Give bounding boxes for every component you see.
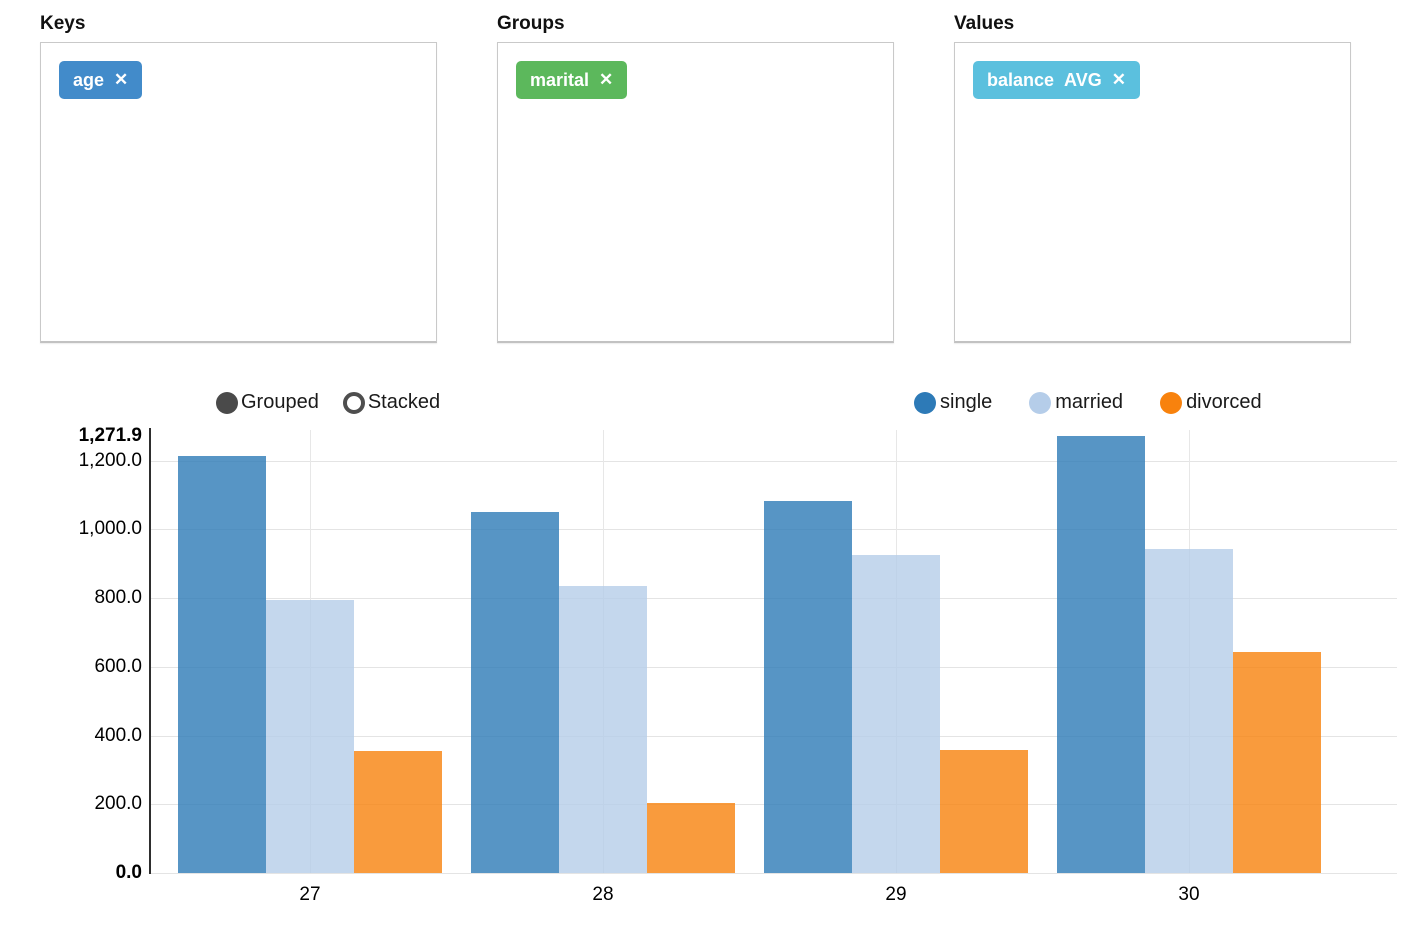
bar-divorced-30[interactable]: [1233, 652, 1321, 873]
legend-item-divorced[interactable]: divorced: [1160, 391, 1262, 414]
legend-item-label: divorced: [1186, 391, 1262, 413]
groups-panel-title: Groups: [497, 13, 565, 34]
stacked-toggle-label: Stacked: [367, 391, 441, 413]
values-drop-zone[interactable]: balance AVG ✕: [954, 42, 1351, 343]
values-panel: Values balance AVG ✕: [954, 12, 1351, 343]
legend-item-single[interactable]: single: [914, 391, 992, 414]
remove-tag-icon[interactable]: ✕: [114, 70, 129, 89]
groups-drop-zone[interactable]: marital ✕: [497, 42, 894, 343]
bar-divorced-27[interactable]: [354, 750, 442, 873]
chart-mode-toggles: Grouped Stacked: [216, 391, 440, 414]
bar-single-30[interactable]: [1057, 436, 1145, 873]
remove-tag-icon[interactable]: ✕: [1111, 70, 1126, 89]
grouped-toggle[interactable]: Grouped: [216, 391, 319, 414]
bar-married-27[interactable]: [266, 600, 354, 873]
series-legend: single married divorced: [914, 391, 1262, 414]
bar-married-30[interactable]: [1145, 549, 1233, 873]
legend-dot-icon: [914, 391, 936, 414]
bar-married-29[interactable]: [852, 555, 940, 873]
y-tick-label: 0.0: [115, 862, 142, 883]
field-tag-balance[interactable]: balance AVG ✕: [973, 61, 1140, 99]
keys-drop-zone[interactable]: age ✕: [40, 42, 437, 343]
x-tick-label: 29: [885, 884, 907, 905]
remove-tag-icon[interactable]: ✕: [599, 70, 614, 89]
field-tag-aggregator: AVG: [1064, 70, 1102, 90]
legend-item-label: single: [940, 391, 993, 413]
keys-panel-title: Keys: [40, 13, 86, 34]
bar-divorced-28[interactable]: [647, 802, 735, 873]
bar-married-28[interactable]: [559, 586, 647, 873]
x-tick-label: 28: [592, 884, 614, 905]
field-tag-label: marital: [530, 70, 590, 90]
y-tick-label: 400.0: [94, 725, 142, 746]
groups-panel: Groups marital ✕: [497, 12, 894, 343]
y-tick-label: 600.0: [94, 656, 142, 677]
stacked-radio-icon: [342, 391, 365, 414]
y-tick-label: 1,000.0: [78, 518, 142, 539]
grouped-radio-icon: [216, 391, 238, 414]
grouped-toggle-label: Grouped: [241, 391, 319, 413]
bar-single-27[interactable]: [178, 456, 266, 873]
values-panel-title: Values: [954, 13, 1015, 34]
y-axis-line: [149, 428, 151, 874]
legend-item-married[interactable]: married: [1029, 391, 1123, 414]
y-tick-label: 800.0: [94, 587, 142, 608]
field-tag-marital[interactable]: marital ✕: [516, 61, 628, 99]
x-tick-label: 27: [299, 884, 321, 905]
bar-single-29[interactable]: [764, 501, 852, 873]
field-tag-label: age: [73, 70, 105, 90]
field-tag-label: balance: [987, 70, 1055, 90]
legend-item-label: married: [1055, 391, 1124, 413]
x-tick-label: 30: [1178, 884, 1200, 905]
legend-dot-icon: [1160, 391, 1183, 414]
h-gridline: [151, 461, 1397, 462]
stacked-toggle[interactable]: Stacked: [342, 391, 441, 414]
h-gridline: [151, 873, 1397, 874]
y-tick-label: 1,200.0: [78, 450, 142, 471]
keys-panel: Keys age ✕: [40, 12, 437, 343]
y-tick-label: 200.0: [94, 793, 142, 814]
y-tick-label: 1,271.9: [78, 425, 142, 446]
field-tag-age[interactable]: age ✕: [59, 61, 143, 99]
bar-single-28[interactable]: [471, 512, 559, 873]
legend-dot-icon: [1029, 391, 1052, 414]
bar-divorced-29[interactable]: [940, 749, 1028, 873]
